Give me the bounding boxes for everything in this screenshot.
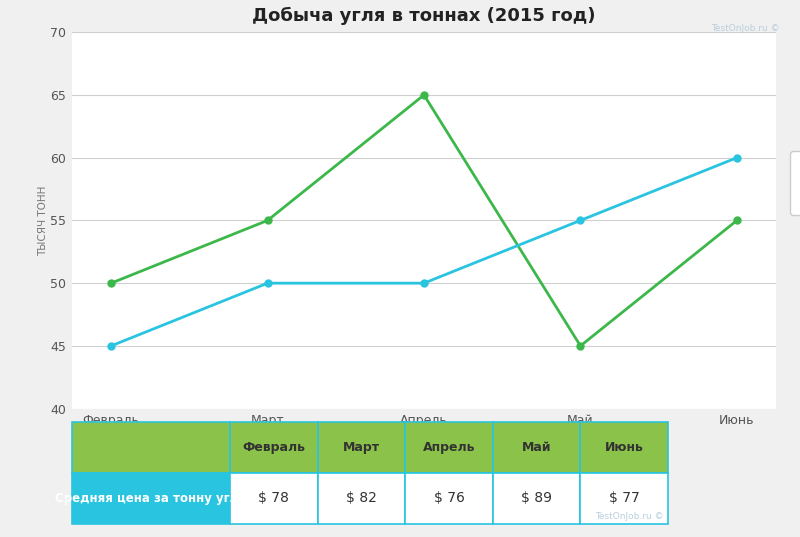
Шахта А bbox=[262, 217, 272, 223]
Text: TestOnJob.ru ©: TestOnJob.ru © bbox=[595, 512, 664, 521]
Title: Добыча угля в тоннах (2015 год): Добыча угля в тоннах (2015 год) bbox=[252, 7, 596, 25]
Text: Февраль: Февраль bbox=[242, 440, 306, 454]
Text: Апрель: Апрель bbox=[422, 440, 475, 454]
Text: $ 77: $ 77 bbox=[609, 491, 639, 505]
Шахта А bbox=[732, 217, 742, 223]
Шахта В bbox=[419, 280, 429, 286]
Text: Март: Март bbox=[342, 440, 380, 454]
Y-axis label: ТЫСЯЧ ТОНН: ТЫСЯЧ ТОНН bbox=[38, 185, 49, 256]
Legend: Шахта А, Шахта В: Шахта А, Шахта В bbox=[790, 151, 800, 215]
Text: $ 89: $ 89 bbox=[521, 491, 552, 505]
Text: $ 78: $ 78 bbox=[258, 491, 289, 505]
Text: TestOnJob.ru ©: TestOnJob.ru © bbox=[711, 24, 780, 33]
Шахта В bbox=[262, 280, 272, 286]
Шахта В bbox=[106, 343, 116, 349]
Шахта В bbox=[576, 217, 586, 223]
Шахта А bbox=[106, 280, 116, 286]
Line: Шахта А: Шахта А bbox=[108, 91, 740, 350]
Line: Шахта В: Шахта В bbox=[108, 154, 740, 350]
Text: Средняя цена за тонну угля: Средняя цена за тонну угля bbox=[55, 491, 246, 505]
Шахта В bbox=[732, 155, 742, 161]
Шахта А bbox=[419, 92, 429, 98]
Text: $ 76: $ 76 bbox=[434, 491, 465, 505]
Шахта А bbox=[576, 343, 586, 349]
Text: Май: Май bbox=[522, 440, 551, 454]
Text: $ 82: $ 82 bbox=[346, 491, 377, 505]
Text: Июнь: Июнь bbox=[605, 440, 644, 454]
